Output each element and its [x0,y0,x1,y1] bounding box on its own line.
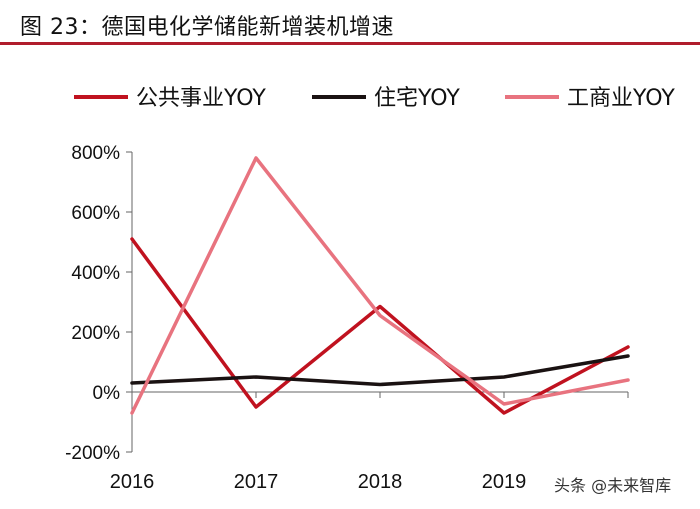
page-title: 图 23：德国电化学储能新增装机增速 [20,15,394,40]
series-line-1 [130,237,630,415]
legend-label-2: 住宅YOY [374,86,460,111]
y-tick-label: 400% [71,263,120,284]
x-tick-label: 2017 [234,471,279,493]
legend-label-3: 工商业YOY [567,86,675,111]
y-tick-label: 200% [71,323,120,344]
legend-label-1: 公共事业YOY [136,86,266,111]
series-line-3 [130,156,630,415]
series-line-2 [130,354,630,387]
title-bar: 图 23：德国电化学储能新增装机增速 [0,0,700,45]
x-tick-label: 2019 [482,471,527,493]
y-tick-label: -200% [65,443,120,464]
x-tick-label: 2016 [110,471,155,493]
y-tick-label: 0% [93,383,121,404]
watermark: 头条 @未来智库 [554,476,672,495]
y-tick-label: 600% [71,203,120,224]
x-tick-label: 2018 [358,471,403,493]
y-tick-label: 800% [71,143,120,164]
